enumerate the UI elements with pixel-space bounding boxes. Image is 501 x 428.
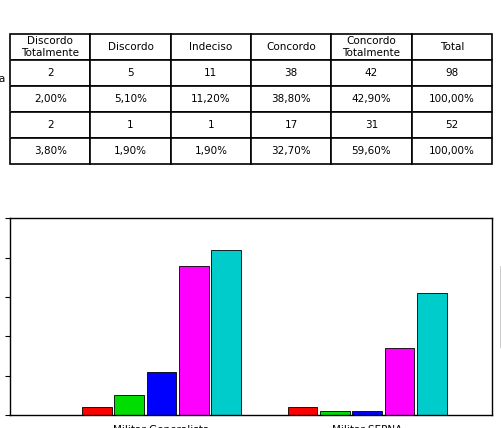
Bar — [416, 293, 446, 415]
Bar — [319, 411, 349, 415]
Bar — [178, 265, 208, 415]
Bar — [384, 348, 413, 415]
Bar — [287, 407, 317, 415]
Bar — [82, 407, 111, 415]
Bar — [114, 395, 144, 415]
Bar — [352, 411, 381, 415]
Bar — [211, 250, 240, 415]
Legend: Discordo Totalmente, Discordo, Indeciso, Concordo, Concordo Totalmente: Discordo Totalmente, Discordo, Indeciso,… — [500, 265, 501, 349]
Bar — [146, 372, 176, 415]
